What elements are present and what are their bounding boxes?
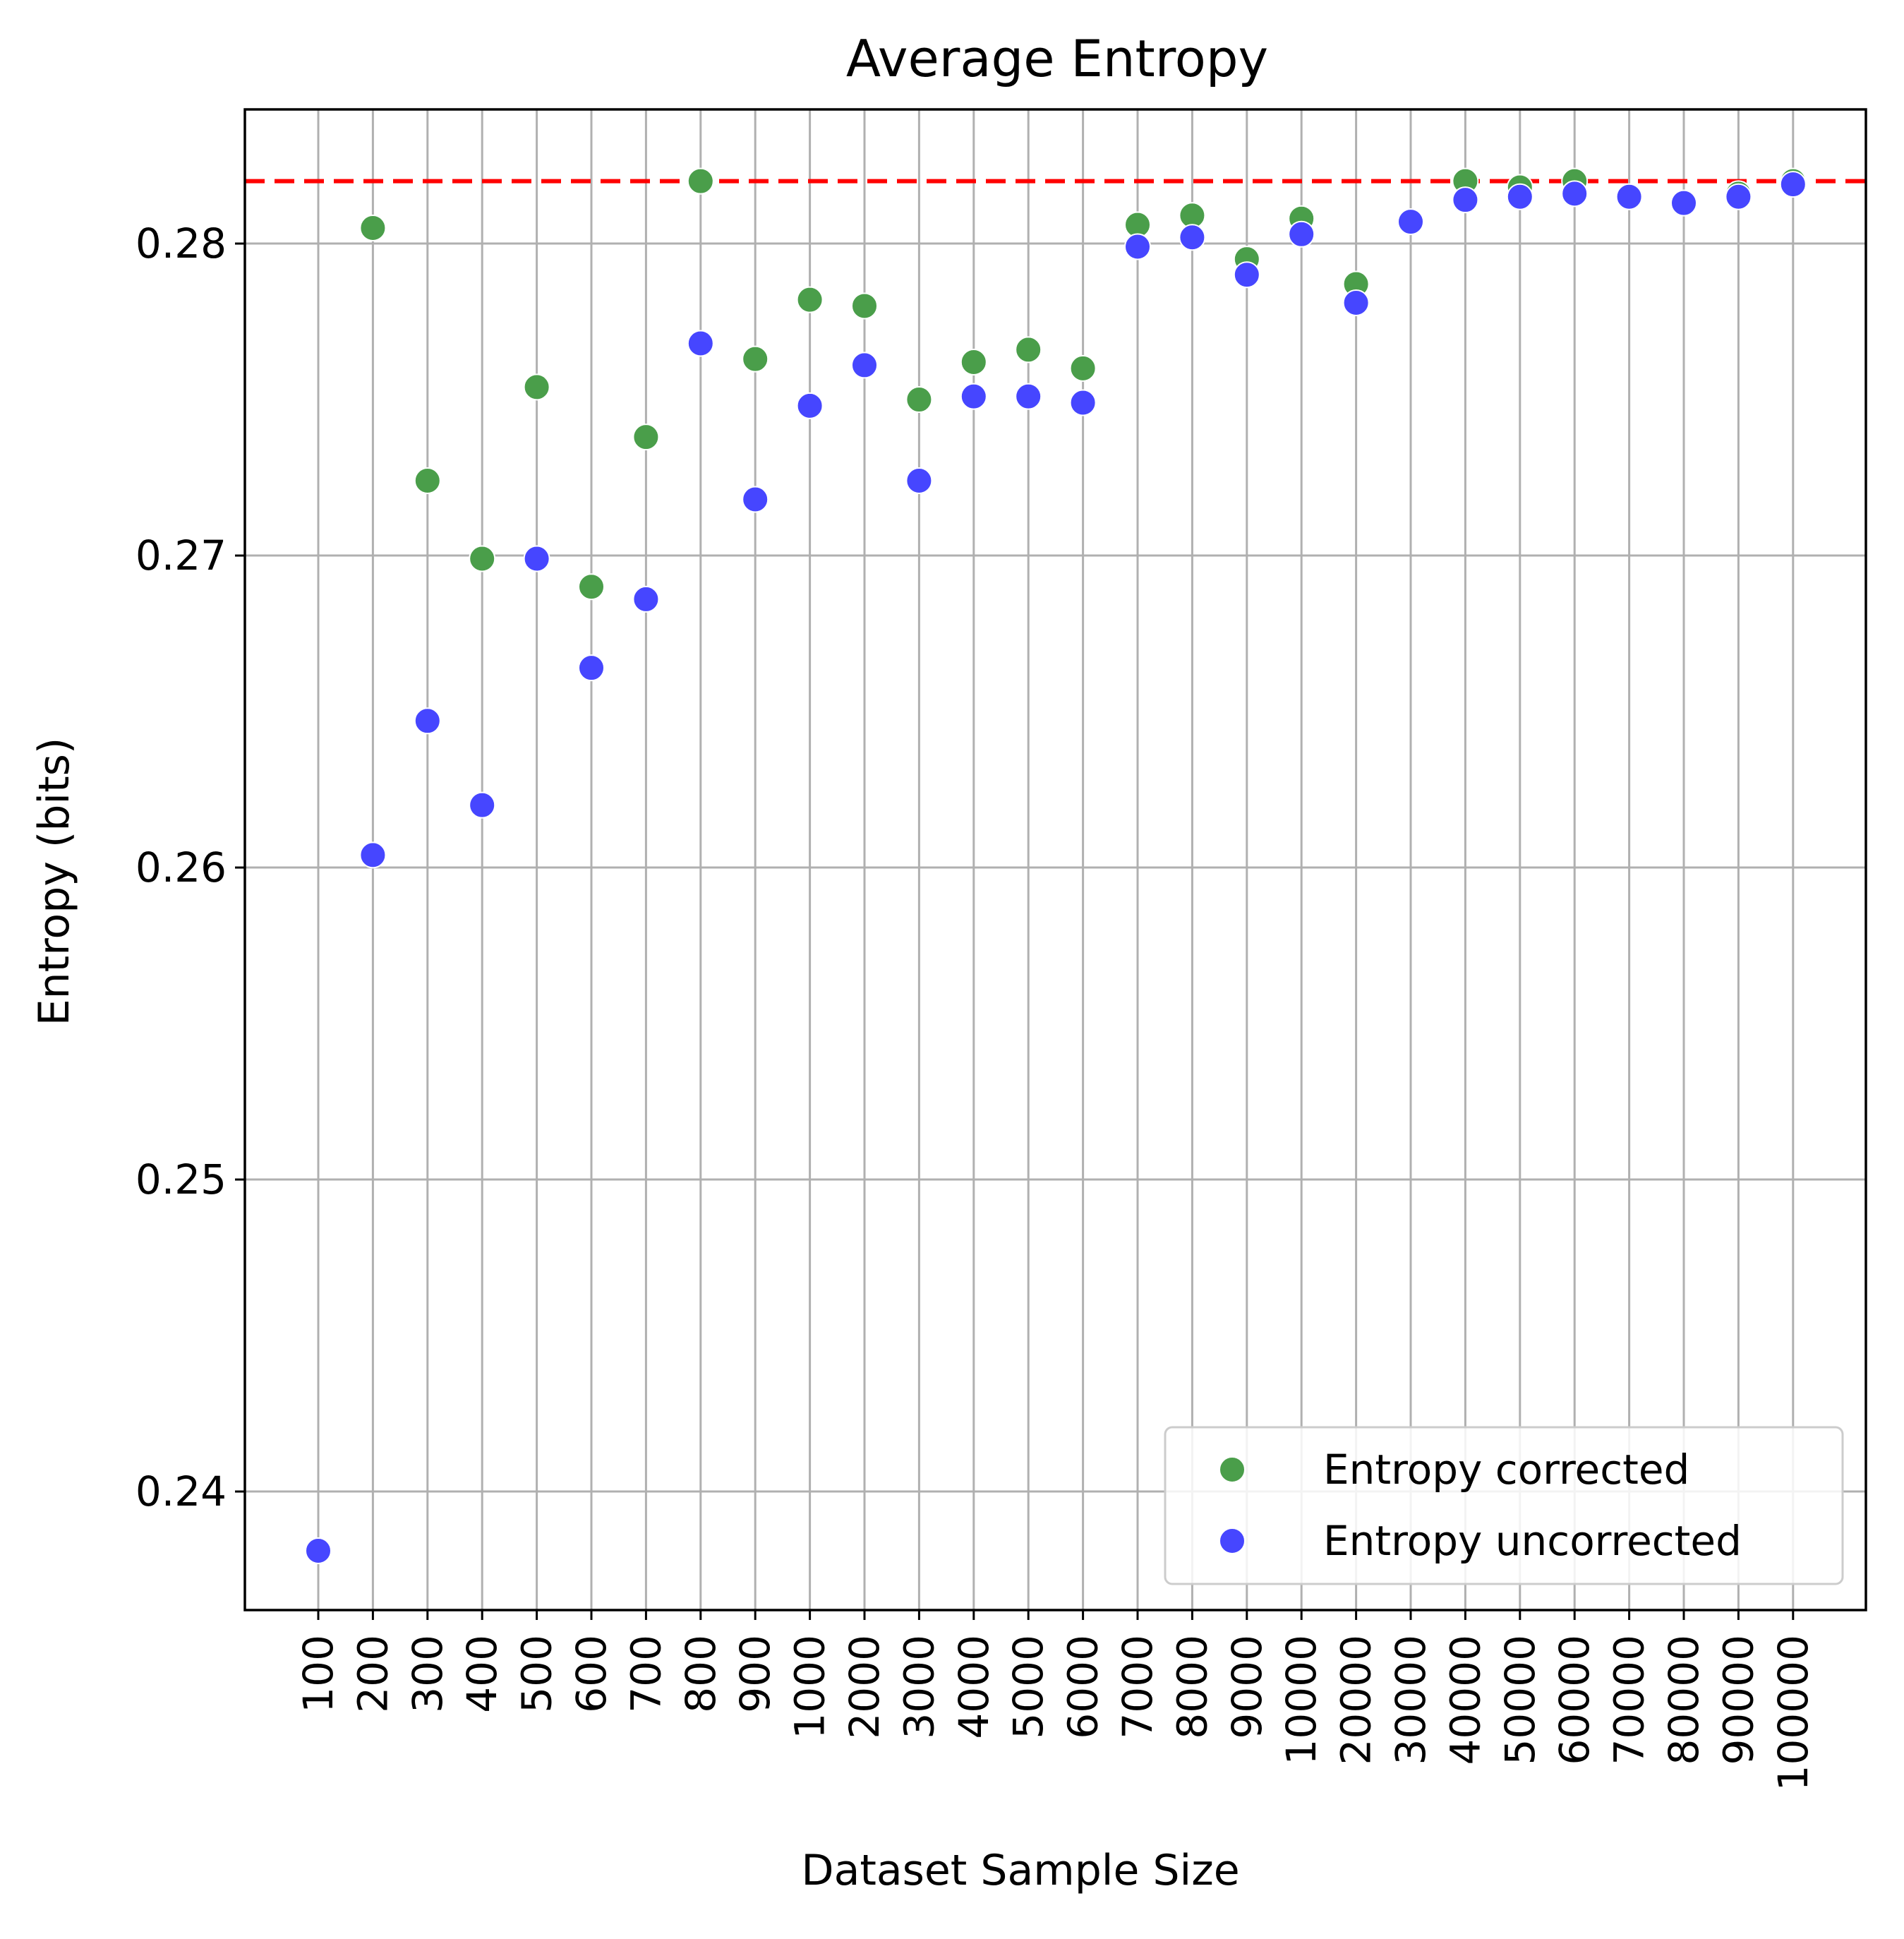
x-tick-label: 60000 xyxy=(1550,1635,1598,1765)
point-corrected xyxy=(414,467,441,494)
point-uncorrected xyxy=(1124,233,1151,260)
legend-label-uncorrected: Entropy uncorrected xyxy=(1323,1517,1742,1565)
point-corrected xyxy=(905,386,933,414)
x-axis-ticks: 100 200 300 400 500 600 700 800 900 1000 2000 3000 4… xyxy=(294,1610,1817,1791)
point-uncorrected xyxy=(359,841,387,869)
point-uncorrected xyxy=(1397,208,1424,236)
point-uncorrected xyxy=(742,486,769,513)
x-tick-label: 2000 xyxy=(840,1635,888,1739)
x-tick-label: 9000 xyxy=(1223,1635,1271,1739)
point-corrected xyxy=(1015,336,1042,364)
legend-box xyxy=(1164,1426,1844,1585)
x-tick-label: 8000 xyxy=(1168,1635,1216,1739)
y-tick-label: 0.27 xyxy=(135,532,227,580)
x-tick-label: 30000 xyxy=(1387,1635,1435,1765)
point-corrected xyxy=(742,345,769,373)
x-tick-label: 80000 xyxy=(1660,1635,1708,1765)
x-tick-label: 900 xyxy=(731,1635,779,1713)
y-axis-ticks: 0.24 0.25 0.26 0.27 0.28 xyxy=(135,220,245,1515)
x-tick-label: 6000 xyxy=(1059,1635,1107,1739)
x-tick-label: 50000 xyxy=(1496,1635,1544,1765)
point-uncorrected xyxy=(796,392,824,419)
chart-title: Average Entropy xyxy=(846,29,1268,88)
point-uncorrected xyxy=(1779,171,1807,198)
point-uncorrected xyxy=(1615,183,1643,210)
point-corrected xyxy=(687,167,714,195)
legend-marker-corrected xyxy=(1219,1456,1246,1483)
point-corrected xyxy=(632,424,660,451)
point-uncorrected xyxy=(469,791,496,819)
point-corrected xyxy=(359,214,387,241)
x-tick-label: 70000 xyxy=(1605,1635,1653,1765)
point-uncorrected xyxy=(1015,383,1042,410)
point-uncorrected xyxy=(1179,224,1206,251)
y-tick-label: 0.25 xyxy=(135,1155,227,1203)
point-uncorrected xyxy=(523,545,550,572)
x-tick-label: 4000 xyxy=(950,1635,998,1739)
point-uncorrected xyxy=(1233,261,1260,289)
legend-label-corrected: Entropy corrected xyxy=(1323,1446,1689,1494)
point-uncorrected xyxy=(851,352,878,379)
point-uncorrected xyxy=(1506,183,1534,210)
x-tick-label: 100 xyxy=(294,1635,342,1713)
x-tick-label: 1000 xyxy=(786,1635,834,1739)
x-tick-label: 40000 xyxy=(1441,1635,1489,1765)
x-tick-label: 600 xyxy=(567,1635,615,1713)
point-corrected xyxy=(1069,354,1097,382)
point-uncorrected xyxy=(1452,186,1479,214)
x-tick-label: 7000 xyxy=(1114,1635,1162,1739)
point-uncorrected xyxy=(960,383,987,410)
point-uncorrected xyxy=(1069,389,1097,416)
x-tick-label: 10000 xyxy=(1277,1635,1325,1765)
point-corrected xyxy=(851,292,878,320)
x-tick-label: 90000 xyxy=(1714,1635,1762,1765)
point-corrected xyxy=(578,573,605,601)
x-tick-label: 3000 xyxy=(895,1635,943,1739)
point-uncorrected xyxy=(1288,220,1315,248)
x-tick-label: 5000 xyxy=(1004,1635,1052,1739)
point-uncorrected xyxy=(1670,189,1697,217)
point-uncorrected xyxy=(414,707,441,735)
point-uncorrected xyxy=(632,585,660,613)
y-axis-label: Entropy (bits) xyxy=(30,738,79,1026)
y-tick-label: 0.26 xyxy=(135,844,227,892)
point-uncorrected xyxy=(578,654,605,682)
y-tick-label: 0.28 xyxy=(135,220,227,268)
x-axis-label: Dataset Sample Size xyxy=(801,1846,1239,1895)
x-tick-label: 800 xyxy=(677,1635,725,1713)
point-uncorrected xyxy=(1342,289,1370,317)
x-tick-label: 200 xyxy=(349,1635,397,1713)
x-tick-label: 20000 xyxy=(1332,1635,1380,1765)
point-uncorrected xyxy=(1725,183,1752,210)
point-uncorrected xyxy=(687,330,714,357)
point-corrected xyxy=(796,286,824,313)
x-tick-label: 300 xyxy=(404,1635,452,1713)
plot-frame xyxy=(243,108,1867,1611)
data-points xyxy=(305,167,1807,1565)
point-uncorrected xyxy=(305,1537,332,1565)
x-tick-label: 500 xyxy=(513,1635,561,1713)
legend: Entropy corrected Entropy uncorrected xyxy=(1164,1426,1844,1585)
point-corrected xyxy=(523,373,550,401)
legend-marker-uncorrected xyxy=(1219,1527,1246,1554)
point-corrected xyxy=(960,349,987,376)
point-corrected xyxy=(469,545,496,572)
x-tick-label: 400 xyxy=(458,1635,506,1713)
point-uncorrected xyxy=(1561,180,1589,208)
x-tick-label: 700 xyxy=(622,1635,670,1713)
y-tick-label: 0.24 xyxy=(135,1467,227,1515)
x-tick-label: 100000 xyxy=(1769,1635,1817,1791)
point-uncorrected xyxy=(905,467,933,494)
